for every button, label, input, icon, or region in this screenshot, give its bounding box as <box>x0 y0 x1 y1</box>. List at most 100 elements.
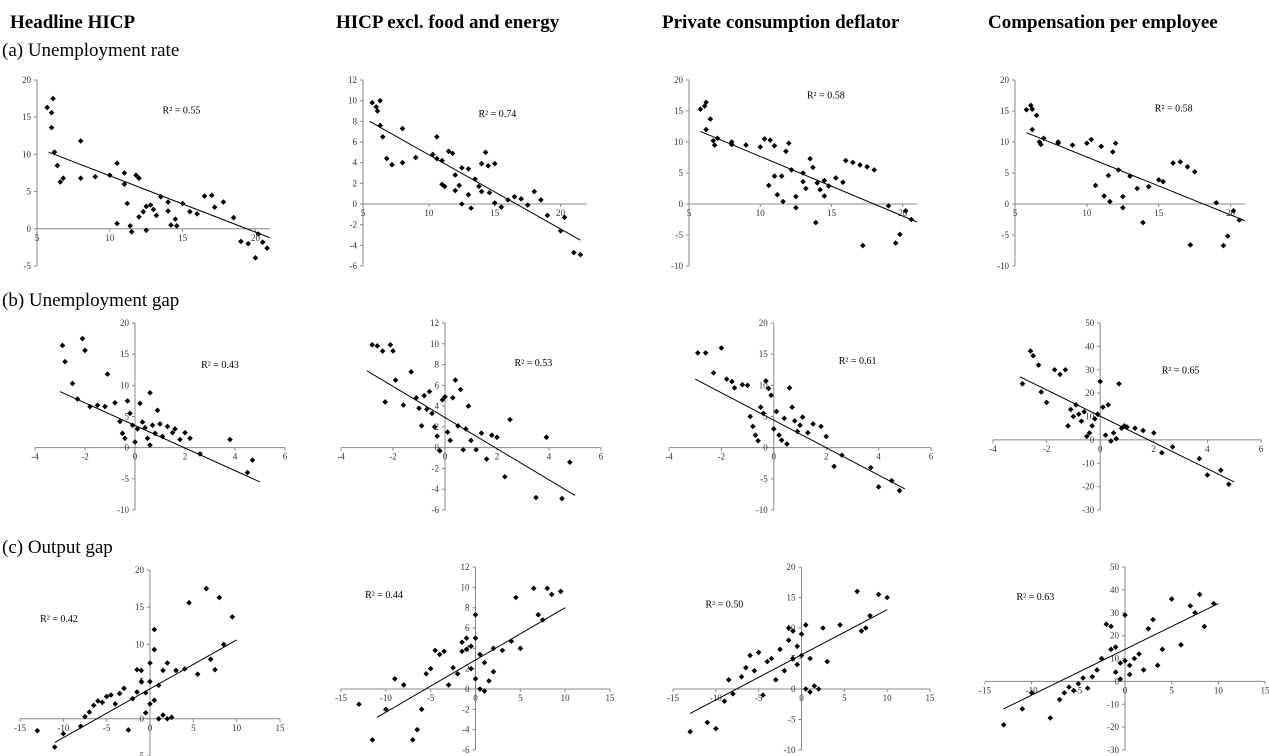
data-point <box>259 239 266 245</box>
y-tick-label: 20 <box>22 75 32 85</box>
data-point <box>1224 233 1231 240</box>
y-tick-label: -6 <box>350 261 358 271</box>
data-point <box>51 149 58 155</box>
data-point <box>1126 671 1133 678</box>
data-point <box>423 670 429 677</box>
data-point <box>1084 433 1090 440</box>
data-point <box>1220 242 1227 249</box>
data-point <box>751 667 758 674</box>
data-point <box>854 588 860 595</box>
data-point <box>1097 378 1103 385</box>
r-squared-label: R² = 0.42 <box>40 614 78 625</box>
data-point <box>511 193 518 200</box>
data-point <box>173 667 179 674</box>
y-tick-label: 0 <box>465 684 470 694</box>
data-point <box>413 395 420 401</box>
data-point <box>778 173 785 179</box>
data-point <box>77 138 84 144</box>
data-point <box>1070 413 1077 420</box>
data-point <box>373 104 379 110</box>
trend-line <box>48 151 271 239</box>
data-point <box>374 343 381 349</box>
data-point <box>1094 411 1101 417</box>
data-point <box>449 150 456 157</box>
data-point <box>465 191 472 198</box>
data-point <box>561 214 568 221</box>
data-point <box>571 249 577 256</box>
data-point <box>1043 399 1050 406</box>
data-point <box>771 173 778 179</box>
data-point <box>127 410 133 417</box>
data-point <box>124 200 131 207</box>
x-tick-label: 4 <box>233 452 238 462</box>
data-point <box>557 228 564 234</box>
data-point <box>472 676 479 682</box>
data-point <box>117 418 123 425</box>
data-point <box>124 398 131 404</box>
data-point <box>90 702 97 709</box>
data-point <box>182 429 188 436</box>
data-point <box>785 637 792 643</box>
data-point <box>850 159 856 166</box>
data-point <box>99 699 106 706</box>
data-point <box>771 142 778 149</box>
data-point <box>791 418 798 424</box>
data-point <box>1191 168 1198 175</box>
x-tick-label: 20 <box>251 233 261 243</box>
x-tick-label: 4 <box>876 452 881 462</box>
x-tick-label: 5 <box>35 233 40 243</box>
data-point <box>468 205 474 211</box>
data-point <box>713 725 719 732</box>
y-tick-label: 2 <box>353 178 358 188</box>
data-point <box>505 197 511 203</box>
data-point <box>477 686 483 692</box>
data-point <box>455 423 461 429</box>
data-point <box>445 682 452 688</box>
data-point <box>831 463 837 470</box>
data-point <box>524 202 531 208</box>
data-point <box>790 628 796 634</box>
data-point <box>207 656 214 663</box>
y-tick-label: 0 <box>435 443 440 453</box>
data-point <box>168 222 174 228</box>
data-point <box>103 693 110 700</box>
data-point <box>482 149 489 156</box>
y-tick-label: 20 <box>120 318 130 328</box>
data-point <box>400 402 407 408</box>
data-point <box>147 202 154 208</box>
data-point <box>1115 167 1122 173</box>
data-point <box>794 661 801 668</box>
y-tick-label: 0 <box>1090 435 1095 445</box>
x-tick-label: -2 <box>718 452 726 462</box>
data-point <box>414 726 421 733</box>
x-tick-label: -10 <box>380 693 392 703</box>
data-point <box>768 655 775 662</box>
data-point <box>220 199 227 205</box>
data-point <box>864 164 870 170</box>
data-point <box>119 430 126 437</box>
x-tick-label: 0 <box>133 452 138 462</box>
data-point <box>757 144 764 150</box>
data-point <box>138 667 145 674</box>
data-point <box>1140 219 1146 226</box>
data-point <box>728 141 735 148</box>
data-point <box>1117 660 1124 666</box>
data-point <box>768 392 774 399</box>
y-tick-label: 0 <box>791 684 796 694</box>
x-tick-label: 2 <box>495 452 500 462</box>
x-tick-label: -15 <box>667 693 679 703</box>
data-point <box>389 161 395 168</box>
data-point <box>817 186 823 193</box>
x-tick-label: 4 <box>1205 444 1210 454</box>
y-tick-label: -10 <box>671 261 683 271</box>
data-point <box>557 588 564 595</box>
data-point <box>255 231 262 237</box>
data-point <box>57 179 64 185</box>
data-point <box>781 667 788 674</box>
data-point <box>788 167 795 173</box>
data-point <box>155 682 162 689</box>
data-point <box>1112 669 1119 676</box>
data-point <box>1204 472 1211 478</box>
